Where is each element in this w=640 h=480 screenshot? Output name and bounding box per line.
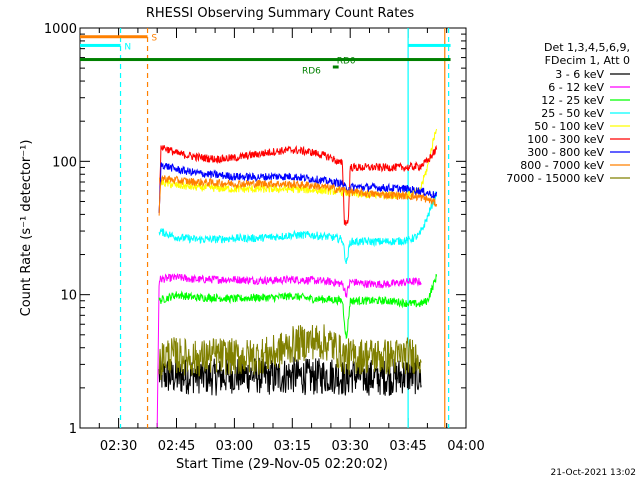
flag-label: N [124,42,131,52]
series-line [158,191,438,264]
y-axis-label: Count Rate (s⁻¹ detector⁻¹) [19,140,34,317]
legend-entry-label: 300 - 800 keV [527,146,604,159]
x-tick-label: 03:15 [274,439,311,454]
axis-ticks [79,28,467,429]
flag-label: RD6 [302,66,321,76]
series-line [159,128,438,201]
series-line [158,324,422,380]
y-tick-labels: 1 10 100 1000 [44,22,77,437]
legend-entry-label: 7000 - 15000 keV [506,172,604,185]
data-series [156,128,438,427]
flag-label: S [151,34,157,44]
flag-bar [408,43,451,47]
legend-entry-label: 3 - 6 keV [555,68,604,81]
x-tick-label: 02:30 [100,439,137,454]
x-tick-label: 03:30 [331,439,368,454]
y-tick-label: 100 [52,155,77,170]
series-line [158,162,438,213]
flag-bar [80,58,451,62]
flag-label: RD0 [337,57,356,67]
chart-title: RHESSI Observing Summary Count Rates [146,6,415,21]
series-line [158,273,438,340]
legend: Det 1,3,4,5,6,9,FDecim 1, Att 03 - 6 keV… [506,41,630,185]
flag-bar [80,35,148,39]
legend-entry-label: 12 - 25 keV [541,94,604,107]
flag-bars: S N RD0 RD6 [80,34,451,76]
series-line [156,273,422,427]
legend-header: FDecim 1, Att 0 [545,54,630,67]
x-tick-label: 03:00 [216,439,253,454]
legend-entry-label: 800 - 7000 keV [520,159,604,172]
x-tick-label: 04:00 [447,439,484,454]
series-line [158,144,438,226]
y-tick-label: 1 [69,422,77,437]
legend-entry-label: 100 - 300 keV [527,133,604,146]
x-axis-label: Start Time (29-Nov-05 02:20:02) [176,457,388,472]
flag-bar [80,43,121,47]
x-tick-labels: 02:30 02:45 03:00 03:15 03:30 03:45 04:00 [100,439,485,454]
y-tick-label: 10 [60,289,77,304]
legend-entry-label: 25 - 50 keV [541,107,604,120]
legend-header: Det 1,3,4,5,6,9, [544,41,630,54]
flag-bar [332,65,339,69]
legend-entry-label: 50 - 100 keV [534,120,604,133]
legend-entry-label: 6 - 12 keV [548,81,604,94]
x-tick-label: 02:45 [158,439,195,454]
series-line [158,175,438,216]
y-tick-label: 1000 [44,22,77,37]
x-tick-label: 03:45 [389,439,426,454]
footer-timestamp: 21-Oct-2021 13:02 [551,468,636,478]
